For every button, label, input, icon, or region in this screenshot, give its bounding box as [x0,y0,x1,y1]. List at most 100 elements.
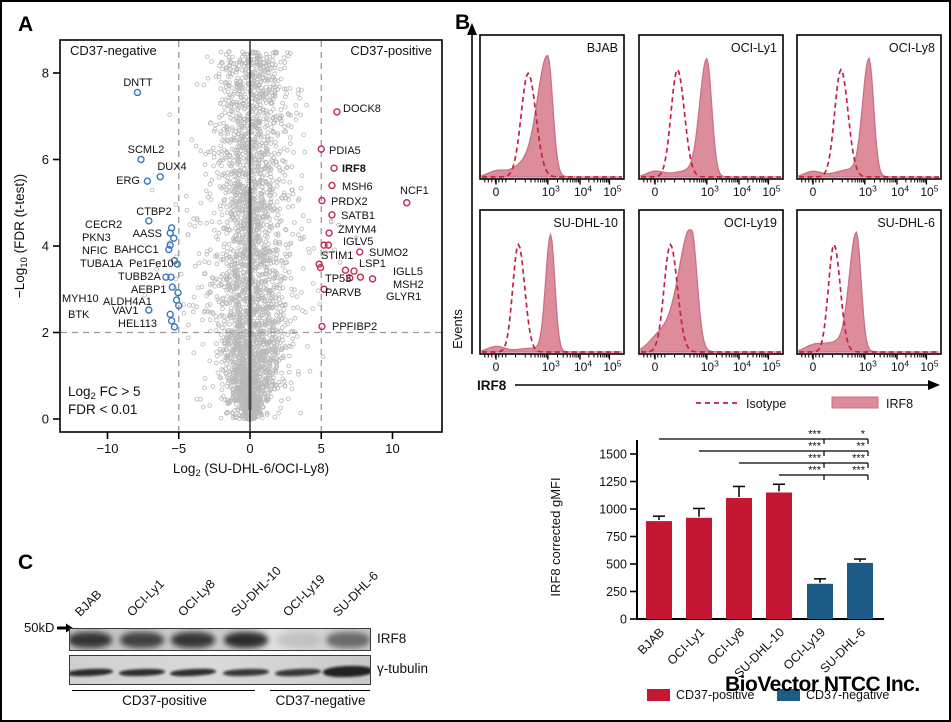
gene-dot-DUX4 [156,173,164,181]
gene-label-PRDX2: PRDX2 [331,196,368,208]
flow-tick-label: 103 [859,184,877,200]
irf8-legend-label: IRF8 [886,397,913,411]
bar-SU-DHL-6 [847,562,873,619]
cd37-negative-group-label: CD37-negative [275,693,366,708]
y-tick-label: 8 [42,66,49,81]
gene-label-AEBP1: AEBP1 [131,284,166,296]
isotype-legend-label: Isotype [746,397,786,411]
flow-panel-title: SU-DHL-10 [553,216,618,230]
events-axis-arrowhead [467,23,477,35]
irf8-band-SU-DHL-6 [326,632,370,648]
gene-dot-STIM1 [315,260,323,268]
gene-dot-CTBP2 [145,217,153,225]
gene-label-MYH10: MYH10 [62,293,99,305]
gene-dot-ALDH4A1 [175,301,183,310]
gene-label-DNTT: DNTT [123,77,153,89]
flow-tick-label: 0 [810,185,817,199]
gene-dot-Pe1Fe10 [173,260,182,268]
watermark: BioVector NTCC Inc. [725,673,920,696]
gene-dot [168,283,177,291]
gene-label-IGLL5: IGLL5 [393,266,423,278]
volcano-axes: −10 −5 0 5 10 0 2 4 6 8 [42,66,400,457]
gene-label-BAHCC1: BAHCC1 [114,244,159,256]
gene-label-MSH2: MSH2 [393,279,424,291]
gene-label-NFIC: NFIC [82,245,108,257]
x-tick-label: 0 [246,441,253,456]
volcano-x-axis-label: Log2 (SU-DHL-6/OCI-Ly8) [173,461,329,479]
flow-tick-label: 105 [762,359,780,375]
cd37-negative-label: CD37-negative [806,688,889,702]
bar-legend: CD37-positive CD37-negative [647,688,889,702]
significance-stars-mid: *** [808,441,822,453]
gene-dot-VAV1 [145,306,153,314]
volcano-background-dots [142,49,359,422]
gene-label-BTK: BTK [68,309,90,321]
gene-label-GLYR1: GLYR1 [386,291,421,303]
bar-OCI-Ly8 [726,498,752,619]
irf8-blot-strip [69,628,371,651]
gene-dot-ZMYM4 [325,229,333,237]
irf8-band-OCI-Ly1 [120,632,164,648]
gene-label-ZMYM4: ZMYM4 [338,224,377,236]
gene-label-DOCK8: DOCK8 [343,103,381,115]
gene-label-DUX4: DUX4 [157,161,186,173]
volcano-annotation-line2: FDR < 0.01 [68,402,137,417]
cd37-positive-swatch [647,689,670,701]
panel-c-label: C [18,551,34,574]
irf8-distribution-curve [798,56,939,178]
flow-tick-label: 103 [701,184,719,200]
cd37-positive-group-line [72,690,255,691]
isotype-distribution-curve [482,71,622,178]
volcano-threshold-lines [61,41,441,431]
irf8-legend-swatch [831,396,879,409]
gene-label-NCF1: NCF1 [400,185,429,197]
cd37-negative-group-line [270,690,370,691]
flow-tick-label: 105 [920,359,938,375]
gene-label-ERG: ERG [116,175,140,187]
tubulin-blot-label: γ-tubulin [377,661,429,676]
isotype-distribution-curve [641,242,781,353]
significance-stars-end: * [861,429,866,441]
flow-tick-label: 0 [652,360,659,374]
bar-y-tick-label: 1500 [599,448,627,462]
cd37-positive-label: CD37-positive [676,688,755,702]
volcano-title-left: CD37-negative [70,43,157,58]
gene-dot [324,241,333,249]
tubulin-band-OCI-Ly8 [169,667,217,678]
flow-panel-OCI-Ly1: OCI-Ly1 0 103 104 105 [638,34,784,200]
bar-y-tick-label: 750 [606,530,627,544]
y-tick-label: 0 [42,412,49,427]
gene-dot-PDIA5 [317,145,325,153]
flow-tick-label: 103 [542,184,560,200]
flow-tick-label: 103 [701,359,719,375]
isotype-distribution-curve [799,67,939,178]
gene-label-ALDH4A1: ALDH4A1 [103,296,152,308]
bar-OCI-Ly1 [686,517,712,619]
gene-label-VAV1: VAV1 [112,305,139,317]
bar-BJAB [646,521,672,619]
cd37-negative-swatch [777,689,800,701]
flow-panel-title: BJAB [587,41,618,55]
flow-tick-label: 105 [762,184,780,200]
y-tick-label: 2 [42,325,49,340]
bar-y-axis-label: IRF8 corrected gMFI [548,477,563,596]
gene-dot-NCF1 [403,199,411,207]
flow-legend: Isotype IRF8 [696,396,913,411]
bar-y-tick-label: 250 [606,585,627,599]
bar-OCI-Ly19 [807,583,833,619]
bar-y-tick-label: 500 [606,558,627,572]
gene-label-CTBP2: CTBP2 [136,206,171,218]
significance-stars-mid: *** [808,465,822,477]
y-tick-label: 4 [42,239,49,254]
gene-label-PPFIBP2: PPFIBP2 [332,321,377,333]
gene-dot-NFIC [166,241,174,249]
volcano-y-axis-label: −Log10 (FDR (t-test)) [12,174,30,298]
gene-label-IGLV5: IGLV5 [343,236,373,248]
flow-panel-title: SU-DHL-6 [877,216,935,230]
irf8-distribution-curve [481,54,622,178]
flow-tick-label: 104 [733,359,751,375]
gene-label-SUMO2: SUMO2 [369,247,408,259]
flow-tick-label: 104 [891,184,909,200]
